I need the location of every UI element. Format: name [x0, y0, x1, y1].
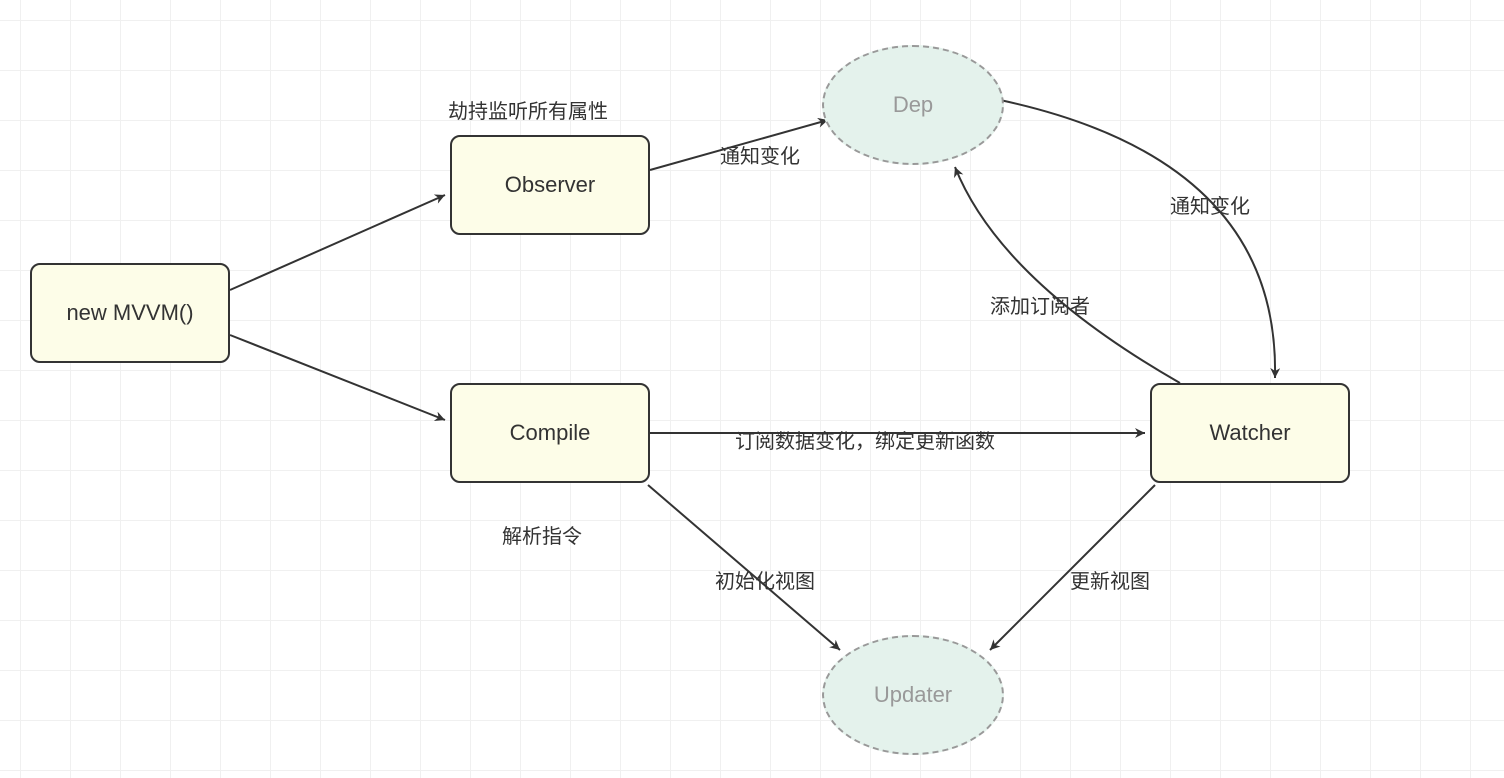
node-observer: Observer	[450, 135, 650, 235]
label-compile-updater: 初始化视图	[715, 565, 815, 594]
node-watcher-label: Watcher	[1209, 420, 1290, 446]
node-watcher: Watcher	[1150, 383, 1350, 483]
label-watcher-dep: 添加订阅者	[990, 290, 1090, 319]
diagram-canvas: new MVVM() Observer Compile Watcher Dep …	[0, 0, 1504, 778]
node-compile-label: Compile	[510, 420, 591, 446]
edge-mvvm-observer	[230, 195, 445, 290]
node-observer-label: Observer	[505, 172, 595, 198]
edge-watcher-dep	[955, 167, 1180, 383]
node-updater-label: Updater	[874, 682, 952, 708]
label-observer-top: 劫持监听所有属性	[448, 95, 608, 124]
node-mvvm: new MVVM()	[30, 263, 230, 363]
label-compile-watcher: 订阅数据变化，绑定更新函数	[735, 425, 995, 454]
node-dep: Dep	[822, 45, 1004, 165]
node-updater: Updater	[822, 635, 1004, 755]
node-compile: Compile	[450, 383, 650, 483]
label-watcher-updater: 更新视图	[1070, 565, 1150, 594]
edge-mvvm-compile	[230, 335, 445, 420]
node-dep-label: Dep	[893, 92, 933, 118]
label-compile-bottom: 解析指令	[502, 520, 582, 549]
label-observer-dep: 通知变化	[720, 140, 800, 169]
label-dep-watcher: 通知变化	[1170, 190, 1250, 219]
node-mvvm-label: new MVVM()	[66, 300, 193, 326]
edge-dep-watcher	[1000, 100, 1275, 378]
